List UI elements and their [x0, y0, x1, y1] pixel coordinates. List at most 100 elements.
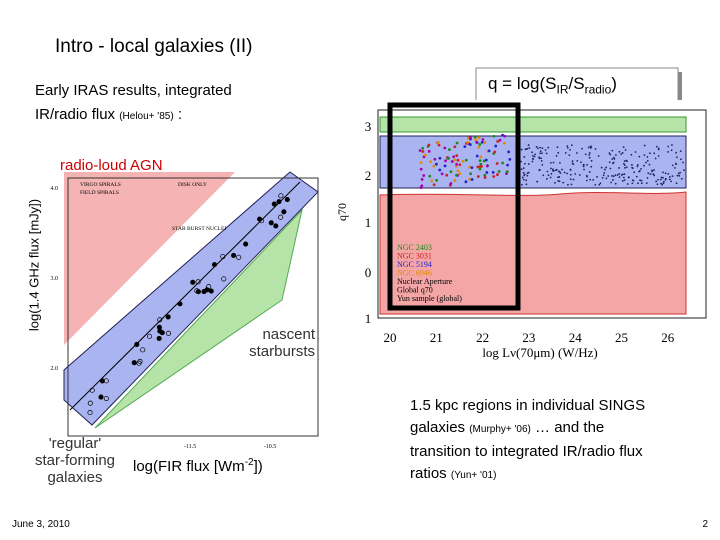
line: ratios (Yun+ '01) [410, 463, 645, 487]
point [588, 152, 591, 154]
point [157, 317, 163, 323]
point [676, 174, 679, 177]
point [470, 178, 474, 181]
point [468, 136, 472, 139]
point [528, 147, 531, 149]
point [582, 165, 585, 168]
point [640, 182, 643, 185]
point [645, 182, 648, 185]
text: q = log(S [488, 74, 557, 93]
point [526, 172, 529, 175]
point [231, 252, 237, 258]
point [580, 161, 582, 164]
legend-entry: NGC 2403 [397, 243, 432, 252]
point [588, 154, 591, 156]
point [634, 151, 637, 153]
point [664, 178, 667, 181]
point [626, 183, 629, 185]
point [531, 160, 534, 163]
point [443, 146, 447, 150]
point [670, 149, 673, 152]
point [622, 162, 625, 165]
x-tick-label: 26 [661, 330, 675, 345]
point [526, 174, 529, 177]
point [611, 149, 614, 152]
point [636, 164, 639, 166]
point [664, 172, 667, 175]
point [544, 149, 547, 151]
point [648, 152, 651, 155]
point [449, 170, 453, 174]
text: … and the [535, 419, 605, 436]
point [546, 170, 549, 173]
point [614, 154, 617, 156]
point [584, 153, 587, 156]
point [563, 171, 566, 174]
point [680, 177, 683, 180]
point [443, 164, 447, 168]
point [636, 165, 639, 168]
point [645, 161, 647, 164]
point [612, 156, 615, 159]
point [590, 165, 593, 168]
point [678, 174, 681, 177]
line: 'regular' [48, 435, 102, 452]
point [455, 173, 458, 177]
point [435, 162, 438, 166]
point [648, 163, 651, 166]
point [586, 163, 589, 166]
point [638, 155, 641, 158]
point [618, 167, 620, 169]
point [156, 324, 162, 330]
point [484, 158, 488, 162]
radio-loud-label: radio-loud AGN [60, 157, 163, 174]
point [464, 180, 468, 184]
point [576, 160, 579, 162]
point [667, 145, 670, 148]
point [156, 335, 162, 341]
point [677, 172, 680, 175]
point [651, 169, 653, 172]
point [622, 146, 625, 149]
line: galaxies [47, 469, 103, 486]
point [646, 177, 649, 179]
point [428, 174, 432, 178]
point [243, 241, 249, 247]
point [623, 173, 626, 176]
point [611, 158, 614, 160]
point [667, 173, 670, 175]
point [661, 183, 664, 186]
point [539, 150, 542, 153]
footer-date: June 3, 2010 [12, 519, 70, 530]
point [660, 182, 662, 185]
point [98, 394, 104, 400]
point [633, 171, 636, 174]
x-axis-label: log(FIR flux [Wm-2]) [133, 457, 263, 475]
y-tick-label: 2 [365, 168, 372, 183]
point [195, 279, 201, 285]
point [662, 171, 664, 174]
point [539, 152, 542, 155]
point [676, 156, 678, 159]
point [670, 180, 672, 183]
point [438, 168, 442, 172]
point [671, 164, 674, 167]
point [523, 173, 526, 176]
point [626, 160, 628, 163]
point [495, 162, 499, 165]
point [437, 143, 441, 147]
title: Intro - local galaxies (II) [55, 36, 253, 57]
point [662, 182, 665, 185]
radio-loud-region [64, 172, 235, 345]
point [268, 220, 274, 226]
point [643, 154, 646, 156]
lower-region [379, 191, 687, 315]
point [630, 153, 633, 156]
point [520, 148, 523, 151]
point [675, 162, 677, 165]
point [566, 172, 568, 175]
point [534, 153, 536, 156]
point [257, 216, 263, 222]
point [477, 136, 481, 139]
